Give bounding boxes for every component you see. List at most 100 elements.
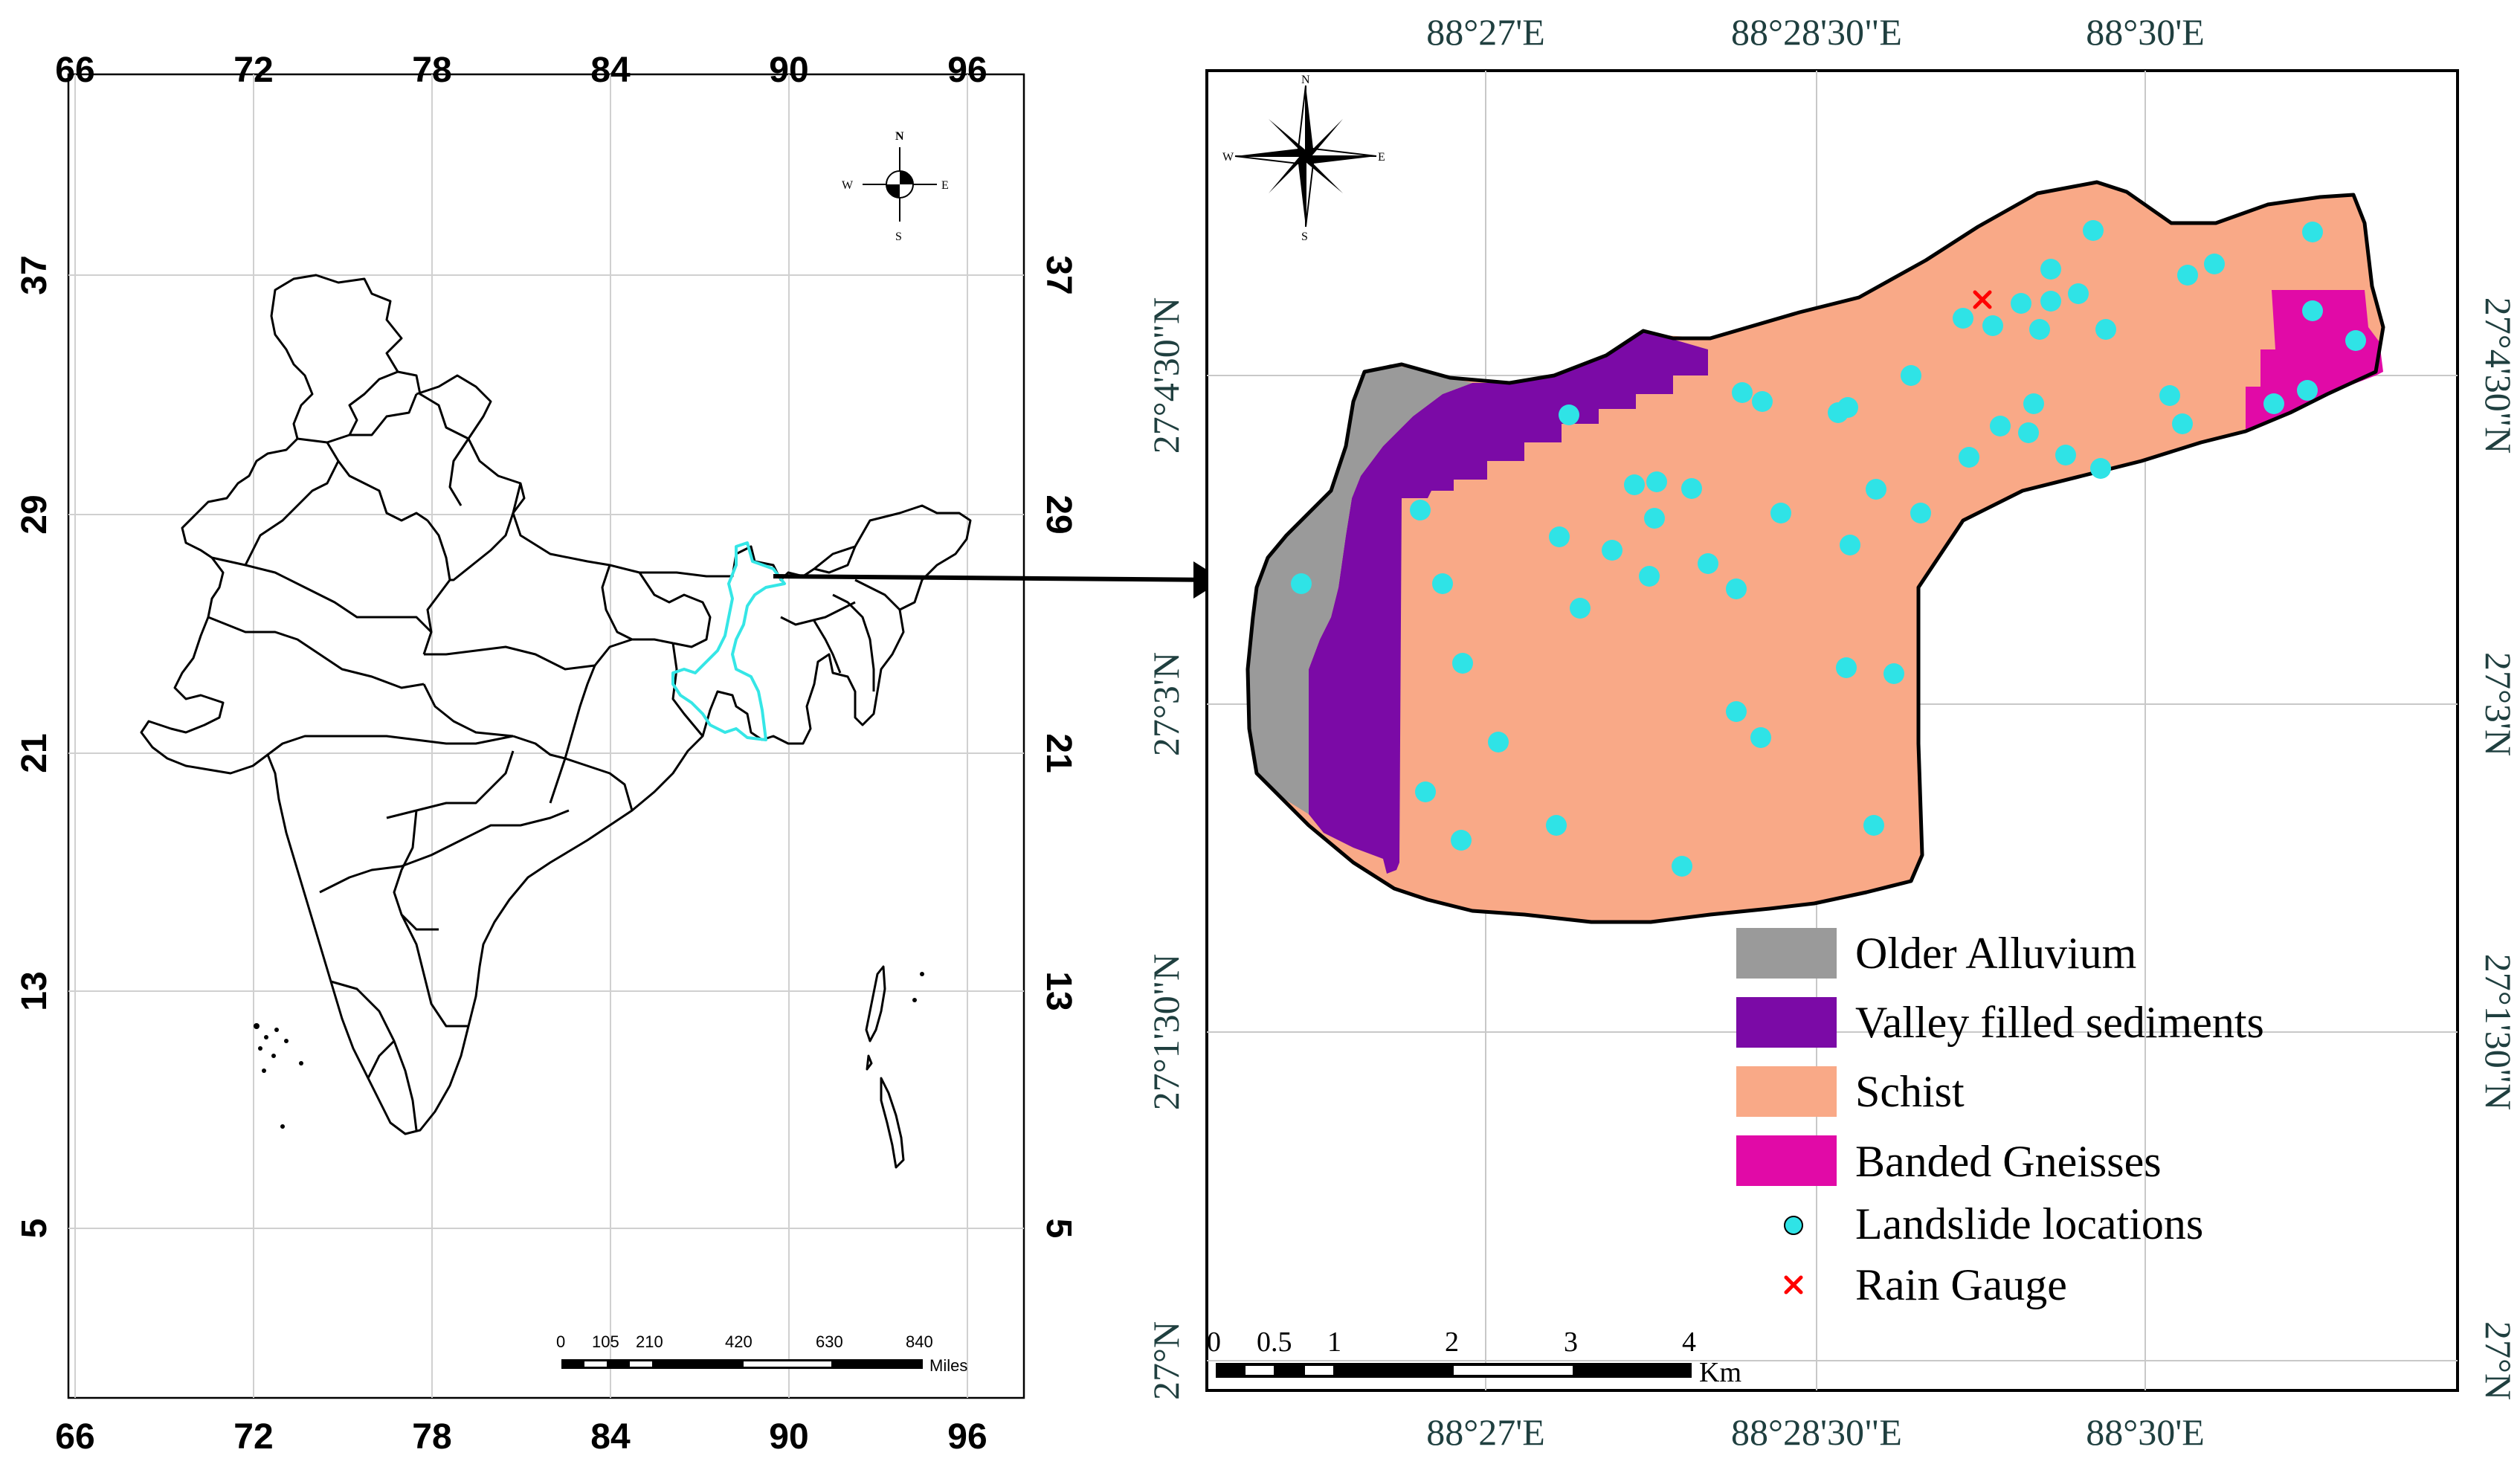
study-left-tick: 27°4'30"N xyxy=(1145,297,1187,454)
landslide-point xyxy=(2302,222,2323,242)
landslide-point xyxy=(2263,393,2284,414)
landslide-point xyxy=(1726,701,1747,722)
landslide-point xyxy=(1770,503,1791,523)
landslide-points xyxy=(1291,220,2366,877)
india-bottom-tick: 72 xyxy=(233,1417,273,1457)
study-left-ticks: 27°4'30"N 27°3'N 27°1'30"N 27°N xyxy=(1145,297,1187,1400)
india-top-tick: 72 xyxy=(233,51,273,90)
india-scale-label-3: 420 xyxy=(725,1332,753,1351)
study-scale-label-0: 0 xyxy=(1207,1326,1221,1358)
landslide-point xyxy=(2040,291,2061,312)
landslide-point xyxy=(2018,422,2039,443)
schist-unit xyxy=(1248,182,2383,922)
landslide-point xyxy=(2040,259,2061,280)
india-scale-label-2: 210 xyxy=(636,1332,663,1351)
landslide-point xyxy=(1866,479,1886,500)
landslide-point xyxy=(1451,830,1472,851)
landslide-point xyxy=(1901,365,1921,386)
india-scale-label-4: 630 xyxy=(816,1332,843,1351)
study-top-tick: 88°30'E xyxy=(2086,11,2205,53)
india-scale-bar: 0 105 210 420 630 840 Miles xyxy=(556,1332,967,1375)
india-bottom-tick: 66 xyxy=(55,1417,94,1457)
landslide-point xyxy=(1836,657,1857,678)
study-scale-label-4: 3 xyxy=(1564,1326,1578,1358)
legend-landslide-dot-icon xyxy=(1784,1216,1803,1235)
landslide-point xyxy=(1732,382,1753,403)
lakshadweep-islands xyxy=(254,972,924,1129)
study-left-tick: 27°N xyxy=(1145,1321,1187,1400)
india-top-tick: 84 xyxy=(590,51,631,90)
india-top-tick: 78 xyxy=(412,51,451,90)
india-map-frame xyxy=(67,73,1025,1399)
study-compass-s: S xyxy=(1301,231,1308,243)
india-scale-label-0: 0 xyxy=(556,1332,565,1351)
india-compass-e: E xyxy=(941,179,949,192)
india-outline xyxy=(140,274,972,1169)
india-graticule xyxy=(68,74,1024,1398)
landslide-point xyxy=(2345,330,2366,351)
study-top-tick: 88°28'30"E xyxy=(1731,11,1902,53)
legend-swatch-valley-filled xyxy=(1736,997,1837,1048)
connector-arrow xyxy=(773,574,1221,584)
india-scale-label-5: 840 xyxy=(906,1332,933,1351)
study-scale-unit: Km xyxy=(1699,1357,1741,1388)
landslide-point xyxy=(1639,566,1660,587)
india-right-tick: 37 xyxy=(1039,255,1078,294)
india-bottom-tick: 78 xyxy=(412,1417,451,1457)
legend-label-valley-filled: Valley filled sediments xyxy=(1855,998,2264,1047)
legend-label-banded-gneisses: Banded Gneisses xyxy=(1855,1137,2162,1186)
study-bottom-tick: 88°30'E xyxy=(2086,1411,2205,1453)
landslide-point xyxy=(2159,385,2180,406)
landslide-point xyxy=(2204,254,2225,274)
landslide-point xyxy=(1546,815,1567,836)
landslide-point xyxy=(1559,404,1579,425)
landslide-point xyxy=(1644,508,1665,529)
landslide-point xyxy=(1863,815,1884,836)
legend-swatch-schist xyxy=(1736,1066,1837,1117)
legend-swatch-older-alluvium xyxy=(1736,928,1837,979)
study-right-tick: 27°1'30"N xyxy=(2478,954,2519,1111)
study-scale-label-5: 4 xyxy=(1682,1326,1696,1358)
older-alluvium-unit xyxy=(1248,364,1472,814)
valley-filled-sediments-unit xyxy=(1309,331,1708,874)
landslide-point xyxy=(2023,393,2044,414)
study-bottom-ticks: 88°27'E 88°28'30"E 88°30'E xyxy=(1426,1411,2205,1453)
landslide-point xyxy=(1681,478,1702,499)
india-left-tick: 37 xyxy=(15,255,54,294)
landslide-point xyxy=(2029,319,2050,340)
india-top-tick: 90 xyxy=(769,51,808,90)
study-north-arrow-icon: N S E W xyxy=(1222,74,1385,243)
landslide-point xyxy=(1883,663,1904,684)
india-bottom-tick: 90 xyxy=(769,1417,808,1457)
study-top-tick: 88°27'E xyxy=(1426,11,1545,53)
legend-label-schist: Schist xyxy=(1855,1067,1965,1116)
india-right-tick: 13 xyxy=(1039,971,1078,1010)
india-bottom-tick: 84 xyxy=(590,1417,631,1457)
west-bengal-highlight xyxy=(671,541,786,741)
study-left-tick: 27°1'30"N xyxy=(1145,954,1187,1111)
legend-swatch-banded-gneisses xyxy=(1736,1135,1837,1186)
india-top-tick: 66 xyxy=(55,51,94,90)
landslide-point xyxy=(1415,781,1436,802)
india-top-tick: 96 xyxy=(947,51,987,90)
india-right-tick: 29 xyxy=(1039,494,1078,534)
india-left-tick: 13 xyxy=(15,971,54,1010)
landslide-point xyxy=(1698,553,1718,574)
india-scale-label-1: 105 xyxy=(592,1332,619,1351)
study-legend: Older Alluvium Valley filled sediments S… xyxy=(1736,928,2264,1309)
india-right-tick: 21 xyxy=(1039,733,1078,773)
landslide-point xyxy=(1452,653,1473,674)
landslide-point xyxy=(1488,732,1509,752)
study-compass-w: W xyxy=(1222,151,1234,164)
study-compass-e: E xyxy=(1378,151,1385,164)
study-scale-label-3: 2 xyxy=(1445,1326,1459,1358)
india-compass-w: W xyxy=(842,179,854,192)
india-left-tick: 29 xyxy=(15,494,54,534)
india-top-ticks: 66 72 78 84 90 96 xyxy=(55,51,987,90)
india-right-tick: 5 xyxy=(1039,1219,1078,1239)
landslide-point xyxy=(2172,413,2193,434)
landslide-point xyxy=(2068,283,2089,304)
study-right-ticks: 27°4'30"N 27°3'N 27°1'30"N 27°N xyxy=(2478,297,2519,1400)
india-compass-s: S xyxy=(895,231,902,243)
